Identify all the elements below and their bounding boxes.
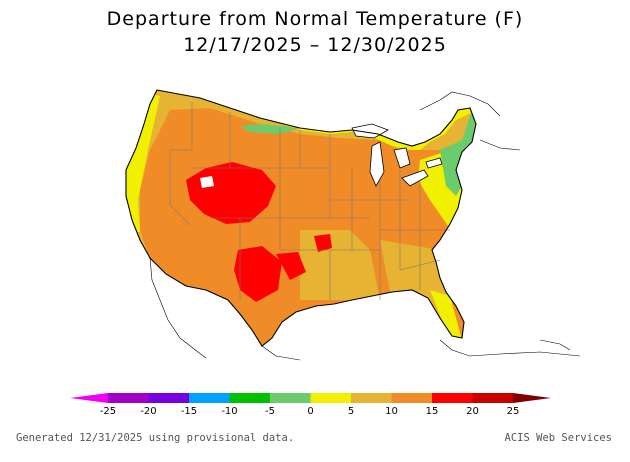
map-date-range: 12/17/2025 – 12/30/2025 (183, 34, 447, 56)
legend-tick-label: -15 (181, 406, 197, 417)
legend-tick-label: 20 (466, 406, 479, 417)
legend-tick-label: 0 (307, 406, 313, 417)
lake-erie (401, 169, 429, 187)
legend-swatch (270, 393, 311, 403)
white-unclassified-region (200, 176, 214, 188)
legend-tick-label: -25 (100, 406, 116, 417)
warm-15-20-texas-panhandle-region (276, 252, 306, 280)
legend-swatch (391, 393, 432, 403)
legend-tick-label: 10 (385, 406, 398, 417)
lake-huron (393, 147, 411, 169)
legend-swatch (351, 393, 392, 403)
lake-ontario (425, 157, 443, 169)
legend-swatch (229, 393, 270, 403)
legend-arrow-high (513, 393, 551, 403)
generated-note: Generated 12/31/2025 using provisional d… (16, 432, 295, 444)
legend-swatch (472, 393, 513, 403)
legend-tick-label: 25 (507, 406, 520, 417)
legend-tick-label: -10 (221, 406, 237, 417)
legend-swatch (108, 393, 149, 403)
legend-swatch (148, 393, 189, 403)
lake-michigan (369, 141, 385, 187)
near-normal-0-5-florida-region (430, 290, 462, 340)
cool-minus5-0-new-england-region (440, 110, 476, 196)
warm-15-20-oklahoma-region (314, 234, 332, 252)
legend-tick-label: 5 (348, 406, 354, 417)
great-lakes (351, 123, 443, 187)
cool-minus5-0-montana-region (240, 124, 300, 134)
legend-swatch (189, 393, 230, 403)
legend-arrow-low (70, 393, 108, 403)
neighbor-coastlines (149, 91, 581, 361)
legend-swatch (432, 393, 473, 403)
state-boundaries (169, 102, 450, 300)
legend-tick-labels: -25 -20 -15 -10 -5 0 5 10 15 20 25 (100, 406, 520, 417)
legend-color-bar (70, 393, 551, 403)
legend-tick-label: 15 (426, 406, 439, 417)
legend-tick-label: -20 (140, 406, 156, 417)
legend-swatch (310, 393, 351, 403)
legend-tick-label: -5 (265, 406, 275, 417)
warm-15-20-new-mexico-region (234, 246, 282, 302)
map-title: Departure from Normal Temperature (F) (106, 8, 524, 30)
source-credit: ACIS Web Services (504, 432, 612, 444)
